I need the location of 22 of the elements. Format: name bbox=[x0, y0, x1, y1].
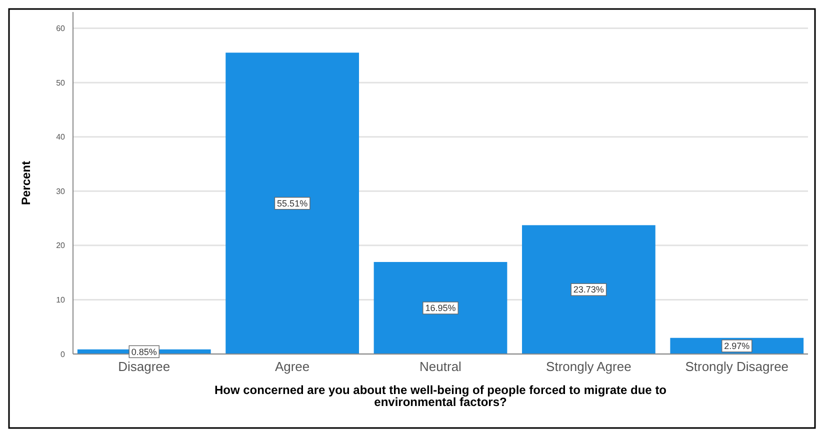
y-tick-label: 0 bbox=[60, 350, 66, 359]
x-tick-label: Agree bbox=[274, 359, 310, 374]
data-label: 0.85% bbox=[131, 346, 157, 357]
bar bbox=[374, 262, 508, 354]
data-label: 55.51% bbox=[277, 198, 308, 208]
y-tick-label: 40 bbox=[56, 132, 66, 142]
y-tick-label: 10 bbox=[56, 296, 66, 305]
data-label: 2.97% bbox=[724, 341, 750, 352]
bar bbox=[522, 225, 656, 354]
y-tick-label: 50 bbox=[56, 78, 66, 88]
x-axis-title: How concerned are you about the well-being of people forced to migrate due to environmental factors? bbox=[214, 383, 667, 409]
x-tick-label: Strongly Agree bbox=[546, 359, 632, 374]
bar bbox=[226, 52, 359, 354]
data-label: 23.73% bbox=[573, 284, 604, 295]
data-label: 16.95% bbox=[425, 303, 456, 314]
y-tick-label: 20 bbox=[56, 241, 66, 250]
y-tick-label: 60 bbox=[56, 24, 66, 34]
y-axis-title: Percent bbox=[19, 160, 33, 206]
x-tick-label: Neutral bbox=[420, 359, 462, 374]
y-tick-label: 30 bbox=[56, 186, 66, 196]
x-tick-label: Disagree bbox=[118, 359, 170, 374]
x-tick-label: Strongly Disagree bbox=[685, 359, 789, 374]
